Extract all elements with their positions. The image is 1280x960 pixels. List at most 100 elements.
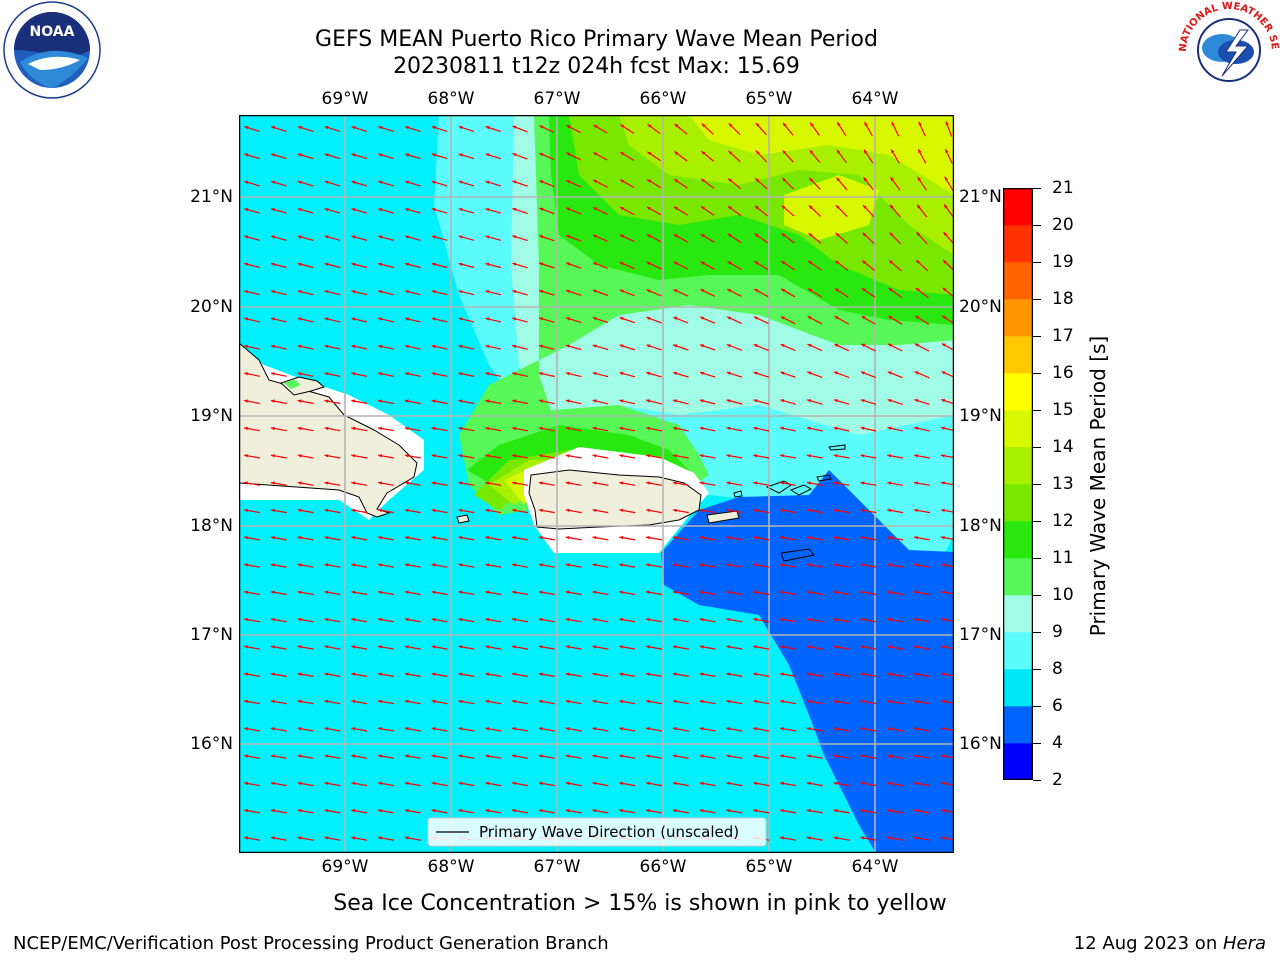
wave-arrow-head	[485, 617, 490, 622]
wave-arrow-head	[914, 536, 918, 540]
wave-arrow-head	[945, 149, 949, 154]
colorbar-tick-label: 8	[1052, 659, 1063, 679]
wave-arrow-head	[940, 809, 945, 813]
wave-arrow-head	[914, 371, 919, 375]
colorbar-tick-mark	[1033, 447, 1041, 448]
lon-label-top: 68°W	[427, 89, 475, 109]
wave-arrow-head	[672, 672, 677, 676]
wave-arrow-head	[324, 208, 329, 212]
wave-arrow-head	[512, 399, 516, 403]
wave-arrow-head	[646, 234, 651, 238]
lat-label-right: 21°N	[959, 187, 1002, 207]
wave-arrow-head	[837, 122, 841, 127]
wave-arrow-head	[914, 672, 918, 676]
wave-arrow-head	[565, 563, 570, 567]
wave-arrow-head	[351, 208, 356, 212]
wave-arrow-head	[512, 617, 516, 622]
wave-arrow-head	[780, 508, 784, 513]
wave-arrow-head	[431, 809, 436, 813]
colorbar-tick-label: 17	[1052, 326, 1074, 346]
wave-arrow-head	[351, 781, 356, 786]
wave-arrow-head	[940, 645, 945, 649]
wave-arrow-head	[592, 289, 597, 293]
wave-arrow-head	[297, 508, 302, 513]
wave-arrow-head	[699, 536, 704, 540]
wave-arrow-head	[917, 176, 922, 181]
wave-arrow-head	[833, 781, 838, 786]
wave-arrow-head	[940, 699, 945, 704]
wave-arrow-head	[753, 754, 758, 758]
wave-arrow-head	[592, 617, 597, 622]
wave-arrow-head	[297, 536, 302, 540]
wave-arrow-head	[833, 508, 838, 513]
wave-arrow-head	[699, 699, 704, 704]
wave-arrow-head	[940, 454, 945, 458]
colorbar-tick-mark	[1033, 743, 1041, 744]
wave-arrow-head	[780, 617, 784, 622]
wave-arrow-head	[619, 699, 624, 704]
colorbar-tick-label: 18	[1052, 289, 1074, 309]
wave-arrow-head	[940, 754, 945, 758]
wave-arrow-head	[324, 454, 329, 458]
wave-arrow-head	[297, 262, 302, 267]
wave-arrow-head	[592, 399, 597, 403]
wave-arrow-head	[271, 153, 276, 157]
wave-arrow-head	[834, 316, 839, 320]
wave-arrow-head	[244, 754, 248, 758]
wave-arrow-head	[378, 481, 382, 485]
wave-arrow-head	[324, 508, 329, 513]
map-title: GEFS MEAN Puerto Rico Primary Wave Mean …	[315, 27, 878, 52]
wave-arrow-head	[807, 426, 811, 431]
wave-arrow-head	[646, 754, 650, 758]
wave-arrow-head	[619, 672, 624, 676]
wave-arrow-head	[431, 645, 436, 649]
wave-arrow-head	[512, 536, 516, 540]
wave-arrow-head	[592, 590, 597, 594]
wave-arrow-head	[699, 399, 704, 403]
wave-arrow-head	[833, 836, 838, 840]
wave-arrow-head	[538, 454, 543, 458]
colorbar-segment	[1003, 410, 1033, 448]
wave-arrow-head	[619, 645, 624, 649]
wave-arrow-head	[646, 289, 651, 293]
wave-arrow-head	[806, 727, 811, 731]
wave-arrow-head	[700, 234, 705, 238]
wave-arrow-head	[806, 754, 811, 758]
lat-label-right: 19°N	[959, 406, 1002, 426]
colorbar-tick-mark	[1033, 632, 1041, 633]
wave-arrow-head	[887, 699, 892, 704]
wave-arrow-head	[512, 426, 516, 431]
lon-label-top: 64°W	[851, 89, 899, 109]
wave-arrow-head	[836, 149, 841, 154]
wave-arrow-head	[863, 205, 867, 209]
wave-arrow-head	[351, 426, 356, 431]
wave-arrow-head	[404, 454, 409, 458]
wave-arrow-head	[727, 316, 732, 320]
wave-arrow-head	[726, 699, 731, 704]
wave-arrow-head	[244, 645, 248, 649]
wave-arrow-head	[404, 563, 409, 567]
wave-arrow-head	[485, 126, 490, 130]
wave-arrow-head	[458, 153, 463, 157]
wave-arrow-head	[378, 126, 383, 130]
wave-arrow-head	[458, 235, 463, 239]
colorbar-tick-label: 12	[1052, 511, 1074, 531]
colorbar-segment	[1003, 706, 1033, 744]
wave-arrow-head	[699, 563, 704, 567]
wave-arrow-head	[726, 727, 731, 731]
wave-arrow-head	[887, 754, 892, 758]
colorbar-tick-label: 2	[1052, 770, 1063, 790]
wave-arrow-head	[806, 590, 811, 594]
wave-arrow-head	[860, 481, 865, 485]
lon-label-bottom: 68°W	[427, 857, 475, 877]
colorbar-tick-mark	[1033, 262, 1041, 263]
wave-arrow-head	[887, 645, 892, 649]
wave-arrow-head	[538, 645, 543, 649]
wave-arrow-head	[833, 672, 838, 676]
wave-arrow-head	[378, 372, 382, 376]
wave-arrow-head	[270, 781, 275, 786]
wave-arrow-head	[833, 617, 838, 622]
colorbar-tick-mark	[1033, 521, 1041, 522]
wave-arrow-head	[914, 508, 918, 513]
wave-arrow-head	[351, 290, 356, 294]
